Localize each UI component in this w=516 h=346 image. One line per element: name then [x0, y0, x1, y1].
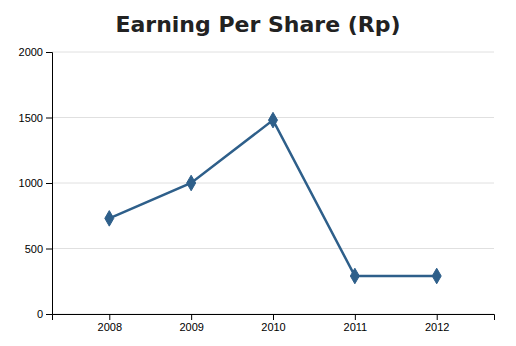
grid-line: [52, 52, 494, 53]
tick-mark: [46, 249, 52, 250]
tick-label: 2012: [425, 321, 449, 333]
tick-label: 1500: [19, 112, 43, 124]
tick-label: 1000: [19, 177, 43, 189]
line: [109, 120, 436, 276]
marker: [187, 175, 196, 191]
plot: 2008 2009 2010 2011 2012 0 500 1000 1500 2000: [19, 46, 495, 333]
tick-mark: [437, 314, 438, 320]
marker: [105, 211, 114, 227]
tick-label: 2009: [179, 321, 203, 333]
tick: 2010: [261, 314, 285, 333]
tick: 2011: [344, 314, 368, 333]
tick-label: 500: [25, 243, 43, 255]
tick-mark: [46, 52, 52, 53]
grid-line: [52, 183, 494, 184]
axis-line: [46, 53, 53, 315]
tick-mark: [191, 314, 192, 320]
tick-mark: [109, 314, 110, 320]
axis-line: [53, 315, 495, 321]
tick-mark: [46, 118, 52, 119]
marker: [432, 268, 441, 284]
tick: 2008: [98, 314, 122, 333]
chart: Earning Per Share (Rp)200820092010201120…: [0, 0, 516, 346]
tick: 500: [25, 243, 52, 255]
tick-mark: [46, 183, 52, 184]
grid: [52, 52, 494, 314]
marker: [269, 112, 278, 128]
tick-label: 2000: [19, 46, 43, 58]
tick-mark: [355, 314, 356, 320]
tick-mark: [273, 314, 274, 320]
y-axis: 0 500 1000 1500 2000: [19, 46, 53, 320]
tick: 1500: [19, 112, 52, 124]
marker: [350, 268, 359, 284]
tick-label: 2011: [344, 321, 368, 333]
grid-line: [52, 248, 494, 249]
tick: 2000: [19, 46, 52, 58]
tick: 0: [37, 308, 52, 320]
title: Earning Per Share (Rp): [115, 12, 400, 37]
x-axis: 2008 2009 2010 2011 2012: [53, 314, 495, 333]
tick-label: 0: [37, 308, 43, 320]
tick: 1000: [19, 177, 52, 189]
tick-label: 2010: [261, 321, 285, 333]
tick-mark: [46, 314, 52, 315]
tick: 2009: [179, 314, 203, 333]
tick-label: 2008: [98, 321, 122, 333]
marks: [105, 112, 441, 283]
tick: 2012: [425, 314, 449, 333]
